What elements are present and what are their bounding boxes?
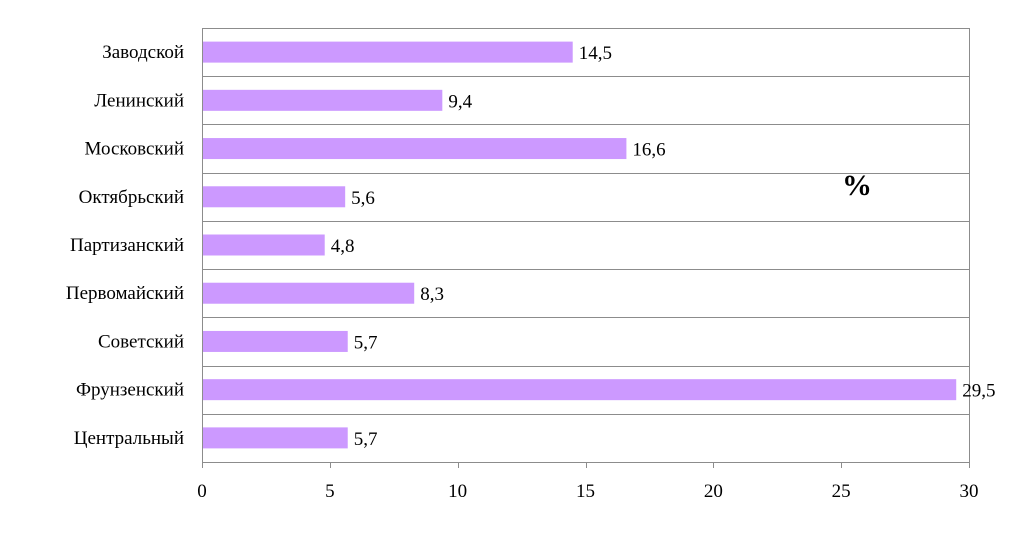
bar xyxy=(203,89,443,111)
category-label: Фрунзенский xyxy=(76,380,184,401)
data-label: 16,6 xyxy=(632,140,665,161)
data-label: 14,5 xyxy=(579,43,612,64)
category-label: Партизанский xyxy=(70,235,184,256)
data-label: 8,3 xyxy=(420,284,444,305)
data-label: 29,5 xyxy=(962,381,995,402)
data-label: 9,4 xyxy=(448,91,472,112)
category-label: Московский xyxy=(85,139,184,160)
x-tick-label: 5 xyxy=(325,481,335,502)
x-axis: 0 5 10 15 20 25 30 xyxy=(197,28,979,502)
x-tick-label: 15 xyxy=(576,481,595,502)
category-label: Центральный xyxy=(74,428,184,449)
x-tick-label: 20 xyxy=(704,481,723,502)
category-label: Ленинский xyxy=(94,90,184,111)
bar xyxy=(203,282,415,304)
bar xyxy=(203,234,325,256)
category-label: Советский xyxy=(98,331,184,352)
bar xyxy=(203,41,573,63)
x-tick-label: 25 xyxy=(832,481,851,502)
bar xyxy=(203,379,957,401)
bar xyxy=(203,186,346,208)
unit-label: % xyxy=(842,169,872,202)
category-label: Октябрьский xyxy=(79,187,184,208)
category-label: Заводской xyxy=(102,42,184,63)
data-label: 5,7 xyxy=(354,429,378,450)
data-label: 5,6 xyxy=(351,188,375,209)
x-tick-label: 30 xyxy=(960,481,979,502)
bars xyxy=(203,41,957,449)
data-label: 4,8 xyxy=(331,236,355,257)
category-label: Первомайский xyxy=(66,283,184,304)
x-tick-label: 0 xyxy=(197,481,207,502)
x-tick-label: 10 xyxy=(448,481,467,502)
bar xyxy=(203,330,348,352)
bar xyxy=(203,427,348,449)
data-label: 5,7 xyxy=(354,332,378,353)
data-labels: 14,5 9,4 16,6 5,6 4,8 8,3 5,7 29,5 5,7 xyxy=(331,43,996,450)
bar xyxy=(203,138,627,160)
category-labels: Заводской Ленинский Московский Октябрьский П… xyxy=(66,42,184,449)
